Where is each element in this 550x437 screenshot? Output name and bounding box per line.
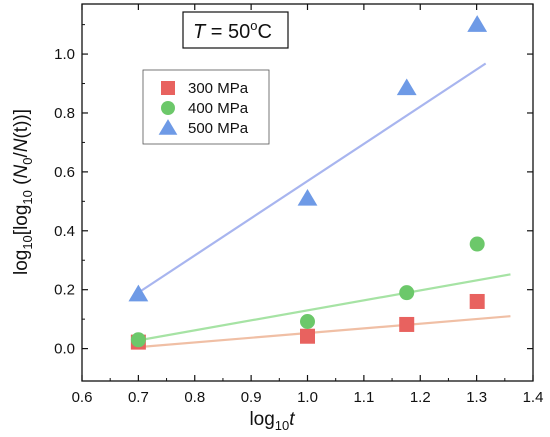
y-axis-title-n0: N (11, 164, 32, 178)
legend-frame (142, 69, 270, 145)
x-tick-label: 1.3 (466, 389, 487, 406)
fit-line-2 (137, 62, 487, 294)
data-point-s2-1 (297, 188, 318, 206)
y-tick-label: 0.8 (54, 105, 75, 122)
y-tick-label: 0.6 (54, 164, 75, 181)
legend-label-1: 400 MPa (188, 100, 249, 117)
y-tick-label: 0.2 (54, 282, 75, 299)
y-axis-title-nt: N (11, 138, 32, 152)
x-axis-title-var: t (289, 409, 295, 430)
annotation-var: T (193, 21, 207, 43)
x-tick-label: 0.7 (128, 389, 149, 406)
y-axis-title-nt-rest: (t (11, 126, 32, 138)
x-tick-label: 1.2 (410, 389, 431, 406)
axis-ticks: 0.6 0.7 0.8 0.9 1.0 1.1 1.2 1.3 1.4 0.0 0.2 0.4 0.6 0… (54, 4, 543, 406)
data-point-s0-1 (300, 328, 315, 344)
data-point-s1-1 (300, 314, 315, 330)
annotation-sup: o (250, 18, 257, 33)
data-point-s2-3 (467, 15, 488, 32)
x-tick-label: 1.4 (523, 389, 544, 406)
y-tick-label: 0.0 (54, 341, 75, 358)
x-axis-title: log10t (249, 409, 295, 433)
fit-lines (137, 62, 511, 349)
legend-label-0: 300 MPa (188, 80, 249, 97)
annotation-box: T = 50oC (182, 11, 289, 49)
y-axis-title-p3: ( (11, 178, 32, 190)
y-axis-title-p1: log (11, 250, 32, 275)
legend-marker-1 (161, 101, 175, 115)
data-point-s0-2 (399, 316, 415, 332)
y-axis-title-p2: [log (11, 205, 32, 236)
legend-label-2: 500 MPa (188, 120, 249, 137)
fit-line-1 (138, 273, 511, 342)
data-point-s1-3 (469, 236, 485, 252)
y-axis-title-p4: ))] (11, 109, 32, 127)
x-tick-label: 0.9 (241, 389, 262, 406)
fit-line-0 (138, 315, 511, 349)
x-tick-label: 0.8 (184, 389, 205, 406)
annotation-unit: C (258, 21, 272, 43)
y-axis-title: log10[log10 (N0/N(t))] (11, 109, 35, 275)
y-axis-title-slash: / (11, 152, 32, 158)
x-tick-label: 0.6 (72, 389, 93, 406)
y-axis-title-s2: 10 (20, 190, 35, 204)
x-axis-title-base: log (249, 409, 274, 430)
y-axis-title-s1: 10 (20, 235, 35, 249)
y-axis-title-n0sub: 0 (20, 158, 35, 165)
x-axis-title-sub: 10 (275, 418, 289, 433)
annotation-eq: = 50 (205, 21, 250, 43)
y-tick-label: 0.4 (54, 223, 75, 240)
legend-marker-0 (161, 81, 175, 95)
annotation-frame (182, 11, 289, 49)
data-point-s2-0 (128, 284, 149, 302)
legend-marker-2 (158, 119, 178, 135)
x-tick-label: 1.0 (297, 389, 318, 406)
data-point-s2-2 (396, 78, 417, 96)
legend: 300 MPa 400 MPa 500 MPa (142, 69, 270, 145)
data-points (128, 15, 488, 350)
data-point-s1-2 (399, 285, 415, 301)
y-tick-label: 1.0 (54, 46, 75, 63)
temperature-annotation: T = 50oC (193, 18, 272, 43)
data-point-s1-0 (130, 332, 146, 348)
x-tick-label: 1.1 (353, 389, 374, 406)
data-point-s0-3 (469, 293, 485, 309)
